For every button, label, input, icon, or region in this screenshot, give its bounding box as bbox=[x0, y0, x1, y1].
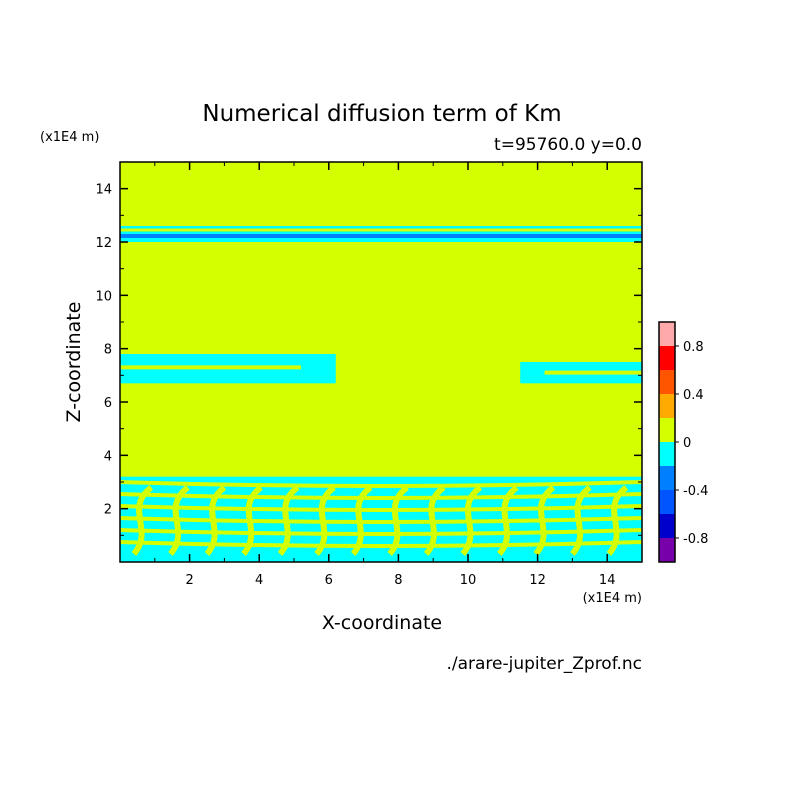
y-tick-label: 4 bbox=[104, 449, 112, 464]
y-tick-label: 12 bbox=[95, 236, 112, 251]
colorbar-segment bbox=[659, 346, 675, 370]
contour-band bbox=[120, 492, 642, 500]
x-tick-label: 10 bbox=[460, 573, 477, 588]
x-tick-label: 8 bbox=[394, 573, 402, 588]
contour-band bbox=[120, 504, 642, 512]
colorbar-tick-label: 0.4 bbox=[683, 388, 704, 403]
colorbar-segment bbox=[659, 370, 675, 394]
y-axis-ticks: 2 4 6 8 10 12 14 bbox=[95, 161, 642, 536]
contour-band bbox=[120, 528, 642, 536]
contour-band bbox=[120, 234, 642, 238]
chart-subtitle: t=95760.0 y=0.0 bbox=[494, 135, 642, 155]
colorbar-tick-label: 0 bbox=[683, 436, 691, 451]
x-unit-label: (x1E4 m) bbox=[583, 591, 642, 606]
y-axis-label: Z-coordinate bbox=[63, 302, 85, 423]
x-axis-ticks: 2 4 6 8 10 12 14 bbox=[154, 162, 643, 588]
colorbar-segment bbox=[659, 466, 675, 490]
y-tick-label: 10 bbox=[95, 289, 112, 304]
plot-frame bbox=[119, 161, 643, 563]
x-tick-label: 4 bbox=[255, 573, 263, 588]
contour-band bbox=[120, 540, 642, 548]
y-tick-label: 14 bbox=[95, 183, 112, 198]
contour-band bbox=[120, 480, 642, 488]
colorbar-segment bbox=[659, 490, 675, 514]
colorbar-segment bbox=[659, 394, 675, 418]
x-tick-label: 2 bbox=[185, 573, 193, 588]
y-tick-label: 8 bbox=[104, 343, 112, 358]
colorbar-segment bbox=[659, 418, 675, 442]
x-axis-label: X-coordinate bbox=[322, 612, 442, 634]
y-tick-label: 6 bbox=[104, 396, 112, 411]
colorbar-tick-label: -0.4 bbox=[683, 484, 708, 499]
colorbar-segment bbox=[659, 538, 675, 562]
colorbar-segment bbox=[659, 322, 675, 346]
y-tick-label: 2 bbox=[104, 503, 112, 518]
colorbar-segment bbox=[659, 514, 675, 538]
contour-band bbox=[120, 516, 642, 524]
colorbar-tick-label: 0.8 bbox=[683, 340, 704, 355]
plot-area bbox=[120, 162, 642, 562]
x-tick-label: 12 bbox=[529, 573, 546, 588]
colorbar-segment bbox=[659, 442, 675, 466]
source-file-label: ./arare-jupiter_Zprof.nc bbox=[446, 654, 642, 674]
chart-title: Numerical diffusion term of Km bbox=[202, 101, 561, 127]
x-tick-label: 6 bbox=[325, 573, 333, 588]
colorbar: 0.8 0.4 0 -0.4 -0.8 bbox=[658, 321, 708, 563]
x-tick-label: 14 bbox=[599, 573, 616, 588]
y-unit-label: (x1E4 m) bbox=[40, 130, 99, 145]
colorbar-tick-label: -0.8 bbox=[683, 532, 708, 547]
